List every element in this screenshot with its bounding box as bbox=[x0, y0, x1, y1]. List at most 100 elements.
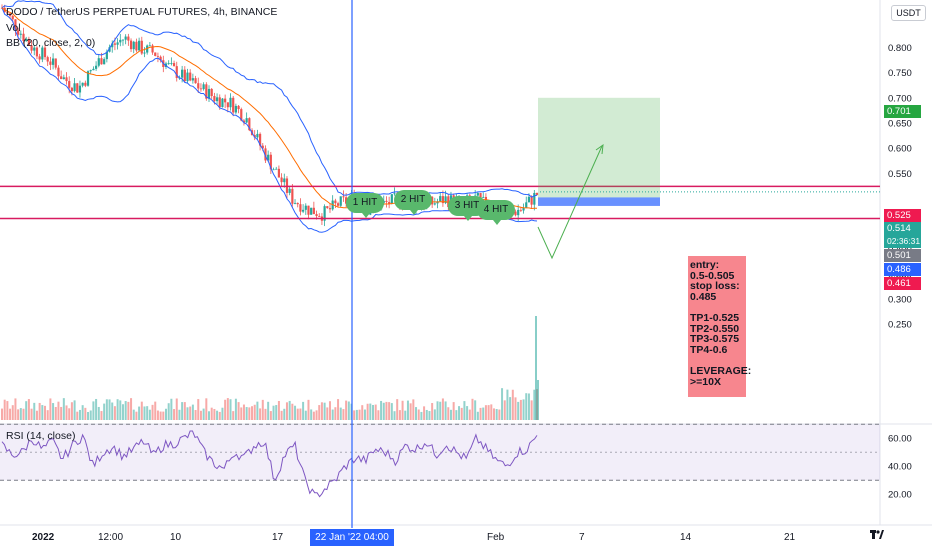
trade-plan-note[interactable]: entry: 0.5-0.505 stop loss: 0.485 TP1-0.… bbox=[688, 256, 751, 397]
candle-body bbox=[269, 154, 272, 170]
volume-bar bbox=[17, 409, 20, 420]
volume-bar bbox=[385, 401, 388, 420]
volume-bar bbox=[537, 380, 539, 420]
note-line: TP3-0.575 bbox=[690, 333, 740, 346]
candle-body bbox=[175, 66, 178, 78]
currency-button[interactable]: USDT bbox=[891, 5, 926, 21]
candle-body bbox=[94, 65, 98, 69]
candle-body bbox=[65, 77, 68, 82]
volume-bar bbox=[156, 410, 159, 420]
tradingview-logo-icon[interactable] bbox=[870, 528, 884, 540]
volume-bar bbox=[25, 401, 28, 420]
candle-body bbox=[226, 102, 229, 108]
hit-label-2[interactable]: 2 HIT bbox=[394, 190, 432, 215]
volume-bar bbox=[19, 408, 22, 420]
candle-body bbox=[240, 109, 243, 121]
volume-bar bbox=[267, 401, 270, 420]
volume-bar bbox=[70, 402, 73, 420]
volume-bar bbox=[519, 399, 522, 420]
candle-body bbox=[482, 196, 485, 198]
volume-bar bbox=[229, 399, 232, 420]
rsi-indicator-label[interactable]: RSI (14, close) bbox=[6, 430, 76, 442]
volume-bar bbox=[452, 402, 455, 420]
volume-bar bbox=[320, 402, 323, 420]
volume-bar bbox=[264, 408, 267, 420]
candle-body bbox=[342, 196, 345, 198]
volume-bar bbox=[525, 393, 528, 420]
rsi-y-tick-label: 20.00 bbox=[888, 489, 912, 500]
volume-bar bbox=[103, 403, 106, 420]
volume-bar bbox=[78, 409, 81, 420]
candle-body bbox=[245, 118, 248, 123]
candle-body bbox=[213, 96, 216, 102]
candle-body bbox=[140, 40, 143, 54]
volume-bar bbox=[358, 409, 361, 420]
y-tick-label: 0.700 bbox=[888, 93, 912, 104]
bollinger-indicator-label[interactable]: BB (20, close, 2, 0) bbox=[6, 37, 96, 49]
candle-body bbox=[6, 12, 9, 14]
x-tick-feb: Feb bbox=[487, 532, 505, 543]
volume-bar bbox=[441, 398, 444, 420]
volume-bar bbox=[54, 406, 57, 420]
candle-body bbox=[323, 206, 326, 221]
candle-body bbox=[256, 133, 259, 138]
candle-body bbox=[119, 39, 122, 43]
candle-body bbox=[76, 83, 79, 93]
hit-label-1[interactable]: 1 HIT bbox=[346, 193, 384, 218]
volume-bar bbox=[132, 409, 135, 420]
volume-bar bbox=[304, 410, 307, 420]
hit-label-4[interactable]: 4 HIT bbox=[477, 200, 515, 225]
volume-bar bbox=[116, 399, 119, 420]
volume-bar bbox=[533, 389, 536, 420]
candle-body bbox=[328, 208, 332, 210]
volume-indicator-label[interactable]: Vol bbox=[6, 22, 21, 34]
x-tick-21: 21 bbox=[784, 532, 796, 543]
volume-bar bbox=[100, 411, 103, 420]
candle-body bbox=[441, 196, 445, 204]
volume-bar bbox=[261, 399, 264, 420]
volume-bar bbox=[423, 406, 426, 420]
x-tick-17: 17 bbox=[272, 532, 284, 543]
volume-bar bbox=[331, 409, 334, 420]
volume-bar bbox=[127, 401, 130, 420]
volume-bar bbox=[302, 401, 305, 420]
candle-body bbox=[49, 61, 52, 65]
volume-bar bbox=[256, 401, 259, 420]
volume-bar bbox=[113, 406, 116, 420]
volume-bar bbox=[194, 410, 197, 420]
candle-body bbox=[237, 105, 240, 110]
y-tick-label: 0.750 bbox=[888, 68, 912, 79]
candle-body bbox=[22, 33, 25, 42]
volume-bar bbox=[92, 401, 95, 420]
candle-body bbox=[156, 55, 160, 57]
volume-bar bbox=[447, 407, 450, 420]
candle-body bbox=[57, 67, 60, 77]
volume-bar bbox=[479, 407, 482, 420]
volume-bar bbox=[476, 411, 479, 420]
volume-bar bbox=[22, 408, 25, 420]
candle-body bbox=[479, 193, 482, 198]
volume-bar bbox=[1, 408, 3, 420]
volume-bar bbox=[415, 407, 418, 420]
volume-bar bbox=[307, 399, 310, 420]
candle-body bbox=[151, 45, 154, 53]
hit-label-3[interactable]: 3 HIT bbox=[448, 196, 486, 221]
candle-body bbox=[293, 202, 297, 204]
candle-body bbox=[19, 33, 22, 35]
candle-body bbox=[336, 203, 340, 206]
y-tick-label: 0.550 bbox=[888, 169, 912, 180]
volume-bar bbox=[240, 407, 243, 420]
countdown-tag: 02:36:31 bbox=[884, 235, 921, 248]
volume-bar bbox=[248, 407, 251, 420]
volume-bar bbox=[259, 408, 262, 420]
volume-bar bbox=[535, 316, 537, 420]
volume-bar bbox=[14, 398, 17, 420]
candle-body bbox=[267, 154, 270, 161]
bb-basis bbox=[1, 7, 538, 210]
volume-bar bbox=[345, 400, 348, 420]
volume-bar bbox=[121, 404, 124, 420]
volume-bar bbox=[361, 405, 364, 420]
candle-body bbox=[78, 85, 82, 93]
volume-bar bbox=[294, 405, 297, 420]
